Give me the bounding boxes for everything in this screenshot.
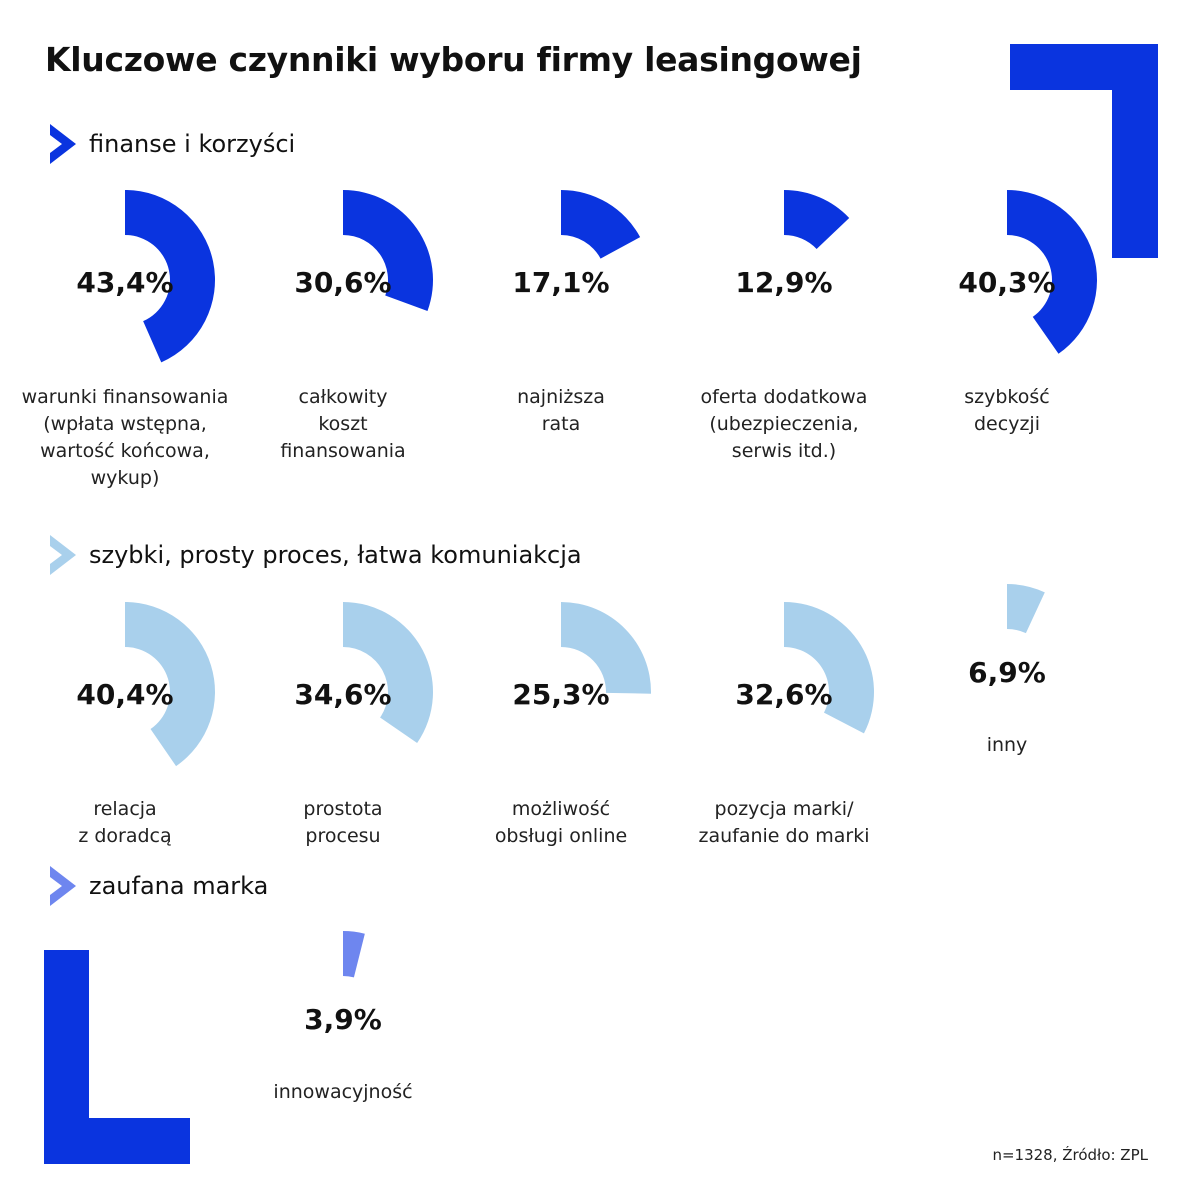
radial-bar (784, 190, 850, 249)
section-title: zaufana marka (89, 872, 269, 900)
chevron-right-icon (50, 124, 76, 164)
value-label: 34,6% (294, 678, 392, 711)
value-label: 6,9% (968, 656, 1046, 689)
section-header-finance: finanse i korzyści (45, 124, 295, 164)
corner-bracket-bottom-left (44, 950, 190, 1164)
radial-arc (784, 602, 874, 734)
value-label: 3,9% (304, 1003, 382, 1036)
chevron-right-icon (50, 535, 76, 575)
category-label: najniższa rata (517, 386, 605, 435)
radial-bar (784, 602, 874, 734)
section-header-brand: zaufana marka (45, 866, 268, 906)
category-label: inny (986, 734, 1028, 756)
radial-bar (343, 602, 433, 744)
radial-arc (1007, 584, 1045, 634)
category-label: oferta dodatkowa (ubezpieczenia, serwis … (700, 386, 868, 462)
category-label: szybkość decyzji (964, 386, 1050, 435)
radial-bar (125, 190, 215, 363)
value-label: 43,4% (76, 266, 174, 299)
category-label: prostota procesu (303, 798, 383, 847)
category-label: możliwość obsługi online (494, 798, 628, 847)
radial-arc (343, 190, 433, 312)
radial-arc (561, 190, 641, 259)
value-label: 40,3% (958, 266, 1056, 299)
value-label: 12,9% (735, 266, 833, 299)
radial-bar (1007, 190, 1097, 354)
chevron-right-icon (50, 866, 76, 906)
category-label: innowacyjność (273, 1081, 413, 1103)
radial-bar (343, 190, 433, 312)
corner-bracket-top-right (1010, 44, 1158, 258)
radial-arc (343, 931, 365, 978)
category-label: relacja z doradcą (78, 798, 172, 847)
radial-arc (561, 602, 651, 694)
radial-arc (1007, 190, 1097, 354)
value-label: 40,4% (76, 678, 174, 711)
radial-bar (343, 931, 365, 978)
section-title: finanse i korzyści (89, 130, 296, 158)
radial-bar (561, 602, 651, 694)
section-header-process: szybki, prosty proces, łatwa komuniakcja (45, 535, 582, 575)
section-title: szybki, prosty proces, łatwa komuniakcja (89, 541, 582, 569)
radial-arc (125, 190, 215, 363)
value-label: 32,6% (735, 678, 833, 711)
category-label: całkowity koszt finansowania (280, 386, 406, 462)
value-label: 30,6% (294, 266, 392, 299)
page-title: Kluczowe czynniki wyboru firmy leasingow… (45, 40, 862, 79)
radial-arc (343, 602, 433, 744)
radial-bar (125, 602, 215, 767)
value-label: 25,3% (512, 678, 610, 711)
radial-bar (561, 190, 641, 259)
category-label: warunki finansowania (wpłata wstępna, wa… (21, 386, 229, 489)
radial-bar (1007, 584, 1045, 634)
category-label: pozycja marki/ zaufanie do marki (698, 798, 870, 847)
source-note: n=1328, Źródło: ZPL (992, 1146, 1148, 1164)
value-label: 17,1% (512, 266, 610, 299)
radial-arc (784, 190, 850, 249)
radial-arc (125, 602, 215, 767)
